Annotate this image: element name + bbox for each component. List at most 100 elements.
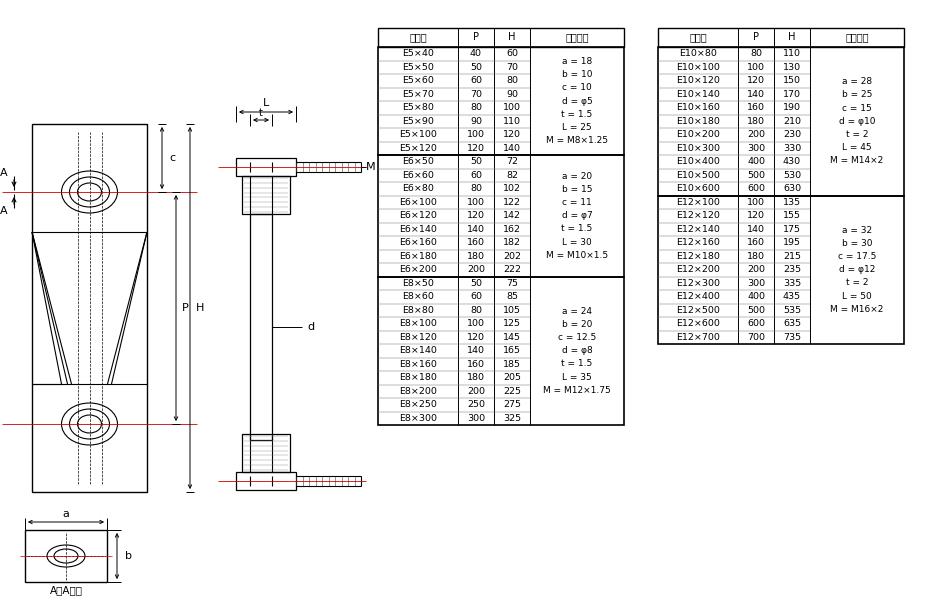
Text: P: P <box>182 303 189 313</box>
Text: 145: 145 <box>503 333 521 342</box>
Text: E6×180: E6×180 <box>400 252 437 261</box>
Text: E10×100: E10×100 <box>676 63 720 72</box>
Text: 70: 70 <box>470 90 482 99</box>
Text: 275: 275 <box>503 400 521 409</box>
Text: d: d <box>307 322 314 332</box>
Bar <box>658 47 904 196</box>
Text: 100: 100 <box>467 198 485 207</box>
Text: E8×100: E8×100 <box>400 319 437 328</box>
Text: 222: 222 <box>503 265 521 274</box>
Text: E12×160: E12×160 <box>676 238 720 247</box>
Text: A－A断面: A－A断面 <box>50 585 83 595</box>
Text: A: A <box>0 168 8 178</box>
Text: 100: 100 <box>747 198 765 207</box>
Bar <box>378 28 624 47</box>
Text: H: H <box>509 32 516 43</box>
Text: 330: 330 <box>783 144 801 153</box>
Text: 110: 110 <box>503 117 521 126</box>
Text: 120: 120 <box>467 333 485 342</box>
Text: 100: 100 <box>747 63 765 72</box>
Text: 共通寸法: 共通寸法 <box>845 32 869 43</box>
Text: 100: 100 <box>503 103 521 112</box>
Text: E8×180: E8×180 <box>400 373 437 382</box>
Text: 182: 182 <box>503 238 521 247</box>
Text: 185: 185 <box>503 360 521 369</box>
Text: E12×180: E12×180 <box>676 252 720 261</box>
Text: E6×80: E6×80 <box>402 184 434 193</box>
Text: 140: 140 <box>467 346 485 355</box>
Text: 180: 180 <box>747 117 765 126</box>
Text: 155: 155 <box>783 211 801 220</box>
Text: 500: 500 <box>747 306 765 315</box>
Text: 40: 40 <box>470 49 482 58</box>
Text: E5×50: E5×50 <box>402 63 434 72</box>
Text: 90: 90 <box>506 90 518 99</box>
Text: 180: 180 <box>467 252 485 261</box>
Text: 150: 150 <box>783 76 801 85</box>
Text: E10×600: E10×600 <box>676 184 720 193</box>
Text: a = 28
b = 25
c = 15
d = φ10
t = 2
L = 45
M = M14×2: a = 28 b = 25 c = 15 d = φ10 t = 2 L = 4… <box>830 77 884 166</box>
Text: 600: 600 <box>747 319 765 328</box>
Text: E6×160: E6×160 <box>400 238 437 247</box>
Text: c: c <box>169 153 175 163</box>
Bar <box>378 155 624 277</box>
Text: E10×300: E10×300 <box>676 144 720 153</box>
Text: 170: 170 <box>783 90 801 99</box>
Text: E8×160: E8×160 <box>400 360 437 369</box>
Bar <box>378 47 624 155</box>
Text: 60: 60 <box>470 171 482 180</box>
Text: E6×200: E6×200 <box>400 265 437 274</box>
Text: a: a <box>63 509 70 519</box>
Text: E12×120: E12×120 <box>676 211 720 220</box>
Text: 50: 50 <box>470 279 482 288</box>
Text: 630: 630 <box>783 184 801 193</box>
Text: 120: 120 <box>747 76 765 85</box>
Text: E6×50: E6×50 <box>402 157 434 166</box>
Text: 160: 160 <box>467 360 485 369</box>
Text: a = 24
b = 20
c = 12.5
d = φ8
t = 1.5
L = 35
M = M12×1.75: a = 24 b = 20 c = 12.5 d = φ8 t = 1.5 L … <box>543 307 611 395</box>
Text: 430: 430 <box>783 157 801 166</box>
Bar <box>242 176 290 214</box>
Text: 200: 200 <box>467 387 485 396</box>
Text: 102: 102 <box>503 184 521 193</box>
Bar <box>658 196 904 344</box>
Text: t: t <box>259 108 263 118</box>
Text: 125: 125 <box>503 319 521 328</box>
Text: 110: 110 <box>783 49 801 58</box>
Text: 85: 85 <box>506 292 518 301</box>
Text: 82: 82 <box>506 171 518 180</box>
Text: 235: 235 <box>783 265 801 274</box>
Text: 175: 175 <box>783 225 801 234</box>
Text: L: L <box>263 98 269 108</box>
Text: E8×200: E8×200 <box>400 387 437 396</box>
Bar <box>32 124 147 492</box>
Bar <box>25 530 107 582</box>
Text: 140: 140 <box>503 144 521 153</box>
Text: 75: 75 <box>506 279 518 288</box>
Text: E10×500: E10×500 <box>676 171 720 180</box>
Text: E10×200: E10×200 <box>676 130 720 139</box>
Text: 140: 140 <box>467 225 485 234</box>
Text: 535: 535 <box>783 306 801 315</box>
Text: E6×140: E6×140 <box>400 225 437 234</box>
Text: 72: 72 <box>506 157 518 166</box>
Text: E12×300: E12×300 <box>676 279 720 288</box>
Text: A: A <box>0 206 8 216</box>
Text: 195: 195 <box>783 238 801 247</box>
Text: 300: 300 <box>747 279 765 288</box>
Text: E12×200: E12×200 <box>676 265 720 274</box>
Text: a = 32
b = 30
c = 17.5
d = φ12
t = 2
L = 50
M = M16×2: a = 32 b = 30 c = 17.5 d = φ12 t = 2 L =… <box>830 226 884 314</box>
Text: 635: 635 <box>783 319 801 328</box>
Text: E10×160: E10×160 <box>676 103 720 112</box>
Text: 200: 200 <box>747 265 765 274</box>
Text: 180: 180 <box>747 252 765 261</box>
Text: 300: 300 <box>747 144 765 153</box>
Text: 70: 70 <box>506 63 518 72</box>
Text: 80: 80 <box>750 49 762 58</box>
Text: E10×120: E10×120 <box>676 76 720 85</box>
Text: E12×700: E12×700 <box>676 333 720 342</box>
Text: 130: 130 <box>783 63 801 72</box>
Text: 105: 105 <box>503 306 521 315</box>
Text: 200: 200 <box>747 130 765 139</box>
Text: E8×50: E8×50 <box>402 279 434 288</box>
